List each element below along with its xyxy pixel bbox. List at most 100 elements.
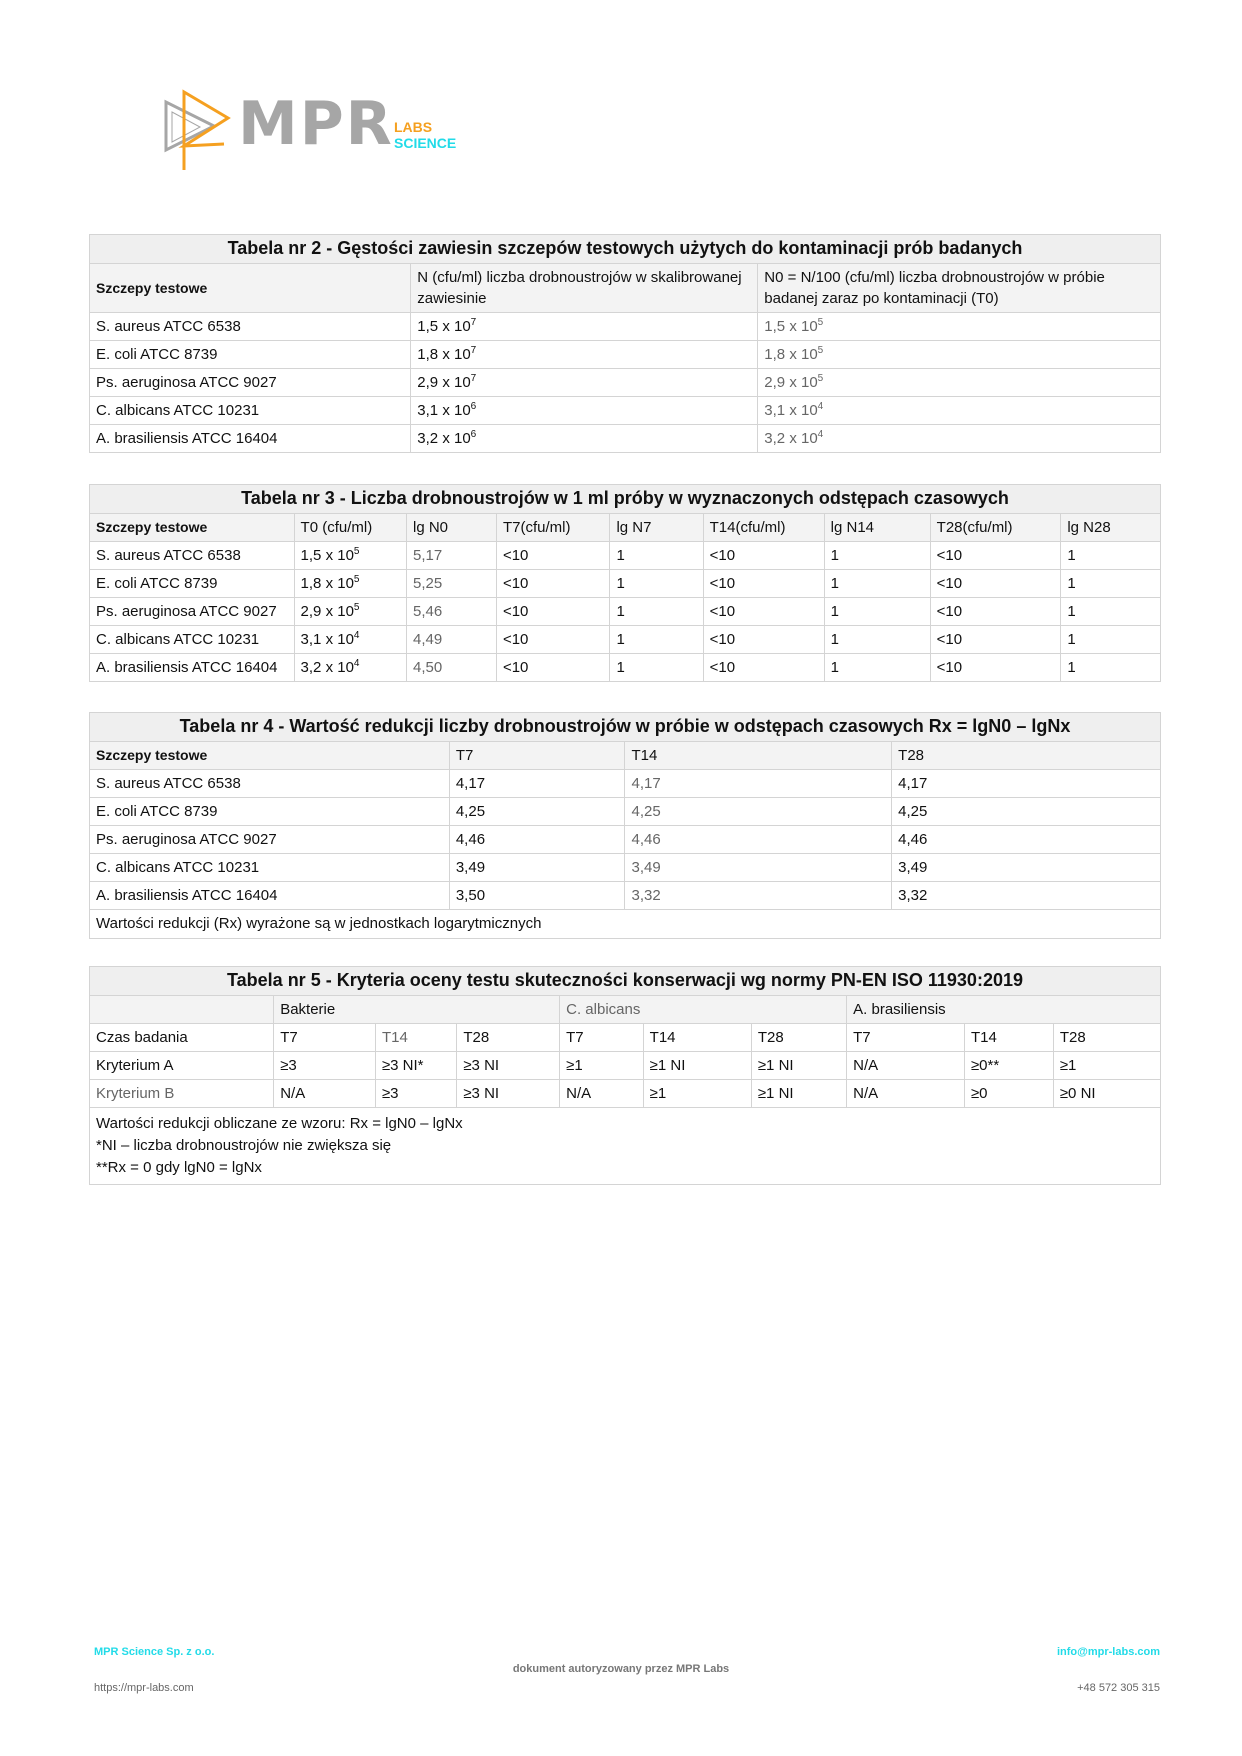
cell-value: ≥3 NI* <box>381 1057 424 1074</box>
table-cell: 1 <box>823 597 931 626</box>
table-cell: 4,25 <box>891 797 1161 826</box>
cell-value: T14 <box>970 1029 997 1046</box>
table-note: **Rx = 0 gdy lgN0 = lgNx <box>96 1159 262 1176</box>
table-notes: Wartości redukcji obliczane ze wzoru: Rx… <box>89 1107 1161 1185</box>
cell-value: Ps. aeruginosa ATCC 9027 <box>96 831 277 848</box>
cell-value: 3,49 <box>455 859 486 876</box>
cell-value: 3,1 x 10 <box>764 402 818 419</box>
table-title-row: Tabela nr 4 - Wartość redukcji liczby dr… <box>89 712 1161 742</box>
table-cell: 3,49 <box>624 853 893 882</box>
table-row: S. aureus ATCC 6538 1,5 x 107 1,5 x 105 <box>88 312 1161 341</box>
table-row: A. brasiliensis ATCC 16404 3,50 3,32 3,32 <box>89 881 1161 910</box>
cell-value: 1,8 x 10 <box>764 346 818 363</box>
table-row: Ps. aeruginosa ATCC 9027 4,46 4,46 4,46 <box>89 825 1161 854</box>
cell-value: ≥3 <box>381 1085 399 1102</box>
column-header: N0 = N/100 (cfu/ml) liczba drobnoustrojó… <box>757 263 1161 313</box>
table-cell: <10 <box>495 625 611 654</box>
cell-value: T28 <box>757 1029 784 1046</box>
cell-value: E. coli ATCC 8739 <box>96 803 218 820</box>
exponent: 4 <box>817 401 824 412</box>
cell-value: Czas badania <box>96 1029 188 1046</box>
table-title: Tabela nr 2 - Gęstości zawiesin szczepów… <box>89 234 1161 264</box>
column-header: Szczepy testowe <box>88 263 412 313</box>
cell-value: ≥1 <box>649 1085 667 1102</box>
cell-value: S. aureus ATCC 6538 <box>96 775 241 792</box>
cell-value: 1,5 x 10 <box>300 547 354 564</box>
cell-value: 2,9 x 10 <box>764 374 818 391</box>
cell-value: <10 <box>709 575 736 592</box>
cell-value: 2,9 x 10 <box>417 374 471 391</box>
table-cell: <10 <box>495 569 611 598</box>
table-row: E. coli ATCC 8739 1,8 x 107 1,8 x 105 <box>88 340 1161 369</box>
cell-value: 3,49 <box>631 859 661 876</box>
table-cell: 4,25 <box>624 797 893 826</box>
group-header: A. brasiliensis <box>846 995 1161 1024</box>
cell-value: 1 <box>830 575 839 592</box>
cell-value: 4,17 <box>631 775 661 792</box>
table-cell: A. brasiliensis ATCC 16404 <box>88 424 412 453</box>
exponent: 4 <box>817 429 824 440</box>
table-cell: 3,32 <box>624 881 893 910</box>
column-header: lg N14 <box>823 513 931 542</box>
cell-value: <10 <box>502 575 529 592</box>
table-3-microorganism-counts: Tabela nr 3 - Liczba drobnoustrojów w 1 … <box>89 484 1161 682</box>
table-cell: 2,9 x 105 <box>757 368 1161 397</box>
column-header: lg N7 <box>609 513 704 542</box>
table-cell: 4,17 <box>891 769 1161 798</box>
cell-value: N/A <box>853 1057 879 1074</box>
table-cell: C. albicans ATCC 10231 <box>88 396 412 425</box>
cell-value: 5,46 <box>413 603 443 620</box>
footer-email[interactable]: info@mpr-labs.com <box>1056 1646 1160 1658</box>
table-row: Ps. aeruginosa ATCC 9027 2,9 x 105 5,46 <10… <box>89 597 1161 626</box>
cell-value: 1,5 x 10 <box>764 318 818 335</box>
exponent: 4 <box>353 658 360 669</box>
cell-value: <10 <box>709 631 736 648</box>
cell-value: 1 <box>830 659 839 676</box>
table-cell: 4,17 <box>448 769 626 798</box>
cell-value: 1,5 x 10 <box>417 318 471 335</box>
cell-value: 1,8 x 10 <box>300 575 354 592</box>
column-header: T7(cfu/ml) <box>495 513 611 542</box>
table-cell: 1 <box>609 625 704 654</box>
cell-value: C. albicans ATCC 10231 <box>96 631 260 648</box>
cell-value: 1 <box>830 631 839 648</box>
exponent: 7 <box>470 317 477 328</box>
table-cell: A. brasiliensis ATCC 16404 <box>89 881 450 910</box>
table-row: Kryterium A ≥3 ≥3 NI* ≥3 NI ≥1 ≥1 NI ≥1 NI N/A ≥… <box>88 1051 1162 1080</box>
table-cell: S. aureus ATCC 6538 <box>88 312 412 341</box>
table-cell: T28 <box>1052 1023 1162 1052</box>
table-cell: <10 <box>929 569 1062 598</box>
table-cell: 3,49 <box>448 853 626 882</box>
table-cell: E. coli ATCC 8739 <box>88 340 412 369</box>
cell-value: 1,8 x 10 <box>417 346 471 363</box>
table-cell: <10 <box>702 569 825 598</box>
cell-value: 1 <box>1067 603 1076 620</box>
cell-value: 4,17 <box>898 775 928 792</box>
cell-value: ≥0 <box>970 1085 988 1102</box>
cell-value: ≥1 NI <box>757 1057 794 1074</box>
table-note: Wartości redukcji (Rx) wyrażone są w jed… <box>89 909 1161 939</box>
cell-value: <10 <box>709 659 736 676</box>
table-cell: ≥1 <box>642 1079 752 1108</box>
cell-value: <10 <box>502 603 529 620</box>
table-cell: Kryterium A <box>88 1051 275 1080</box>
cell-value: Kryterium A <box>96 1057 174 1074</box>
table-cell: T14 <box>642 1023 752 1052</box>
table-cell: 1 <box>609 569 704 598</box>
cell-value: 4,46 <box>455 831 486 848</box>
column-header: T28(cfu/ml) <box>929 513 1062 542</box>
footer-website[interactable]: https://mpr-labs.com <box>94 1682 194 1694</box>
table-cell: T7 <box>273 1023 376 1052</box>
exponent: 5 <box>353 602 360 613</box>
table-cell: 1,5 x 105 <box>757 312 1161 341</box>
table-cell: 1 <box>823 541 931 570</box>
table-cell: 3,2 x 104 <box>293 653 408 682</box>
mpr-labs-logo: MPR LABS SCIENCE <box>164 89 456 170</box>
cell-value: T7 <box>566 1029 584 1046</box>
table-cell: Ps. aeruginosa ATCC 9027 <box>89 597 295 626</box>
table-cell: ≥3 NI* <box>374 1051 458 1080</box>
table-cell: ≥0 NI <box>1052 1079 1162 1108</box>
table-cell: 4,49 <box>406 625 497 654</box>
table-cell: T14 <box>963 1023 1054 1052</box>
table-header-row: Szczepy testowe N (cfu/ml) liczba drobnou… <box>88 263 1161 313</box>
